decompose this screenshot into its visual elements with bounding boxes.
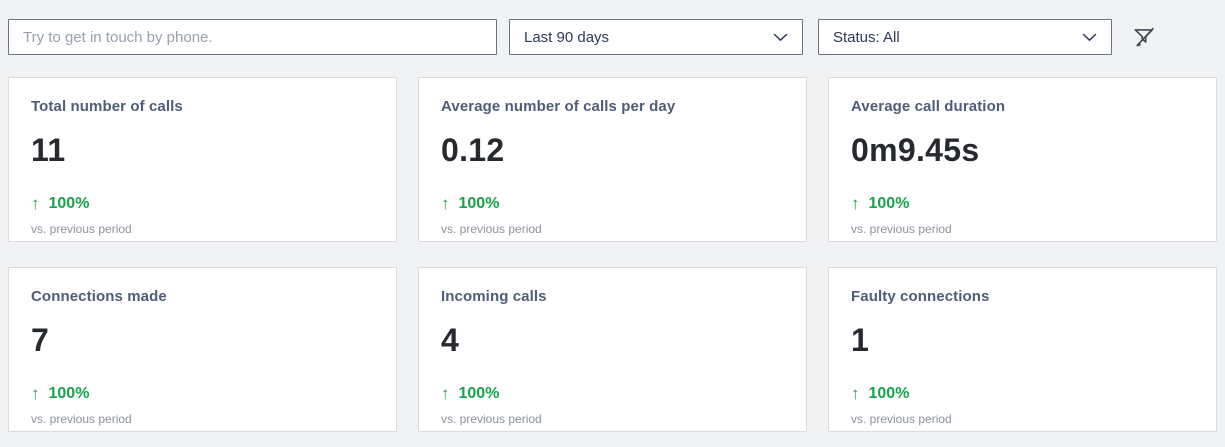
stat-card-value: 1 [851,322,870,358]
stat-card-trend: ↑ 100% [31,384,374,404]
stat-card-trend: ↑ 100% [851,384,1194,404]
trend-up-arrow-icon: ↑ [851,194,860,213]
stat-card-title: Faulty connections [851,288,990,305]
stat-card-change: 100% [458,195,500,212]
stat-card-change: 100% [458,385,500,402]
stat-card-note: vs. previous period [31,412,132,426]
search-input[interactable] [8,19,497,55]
stat-card-trend: ↑ 100% [851,194,1194,214]
filter-off-icon [1131,24,1157,50]
stat-card-faulty-connections: Faulty connections 1 ↑ 100% vs. previous… [828,267,1217,432]
stat-card-note: vs. previous period [851,222,952,236]
status-dropdown[interactable]: Status: All [818,19,1112,55]
trend-up-arrow-icon: ↑ [31,194,40,213]
stat-card-trend: ↑ 100% [441,384,784,404]
stat-card-value: 0m9.45s [851,132,980,168]
clear-filters-button[interactable] [1129,22,1159,52]
stat-card-trend: ↑ 100% [31,194,374,214]
stat-card-title: Total number of calls [31,98,183,115]
stat-card-avg-calls-per-day: Average number of calls per day 0.12 ↑ 1… [418,77,807,242]
stat-card-note: vs. previous period [851,412,952,426]
stat-card-avg-call-duration: Average call duration 0m9.45s ↑ 100% vs.… [828,77,1217,242]
stat-card-note: vs. previous period [441,412,542,426]
chevron-down-icon [773,33,788,42]
stat-card-incoming-calls: Incoming calls 4 ↑ 100% vs. previous per… [418,267,807,432]
stat-card-note: vs. previous period [31,222,132,236]
stat-card-change: 100% [48,195,90,212]
status-selected-value: Status: All [833,28,900,46]
stat-card-title: Connections made [31,288,167,305]
chevron-down-icon [1082,33,1097,42]
stat-card-note: vs. previous period [441,222,542,236]
stat-card-change: 100% [868,195,910,212]
stat-card-title: Average call duration [851,98,1006,115]
trend-up-arrow-icon: ↑ [441,384,450,403]
stat-card-total-calls: Total number of calls 11 ↑ 100% vs. prev… [8,77,397,242]
stat-card-change: 100% [48,385,90,402]
filters-toolbar: Last 90 days Status: All [0,0,1225,55]
trend-up-arrow-icon: ↑ [31,384,40,403]
stats-card-grid: Total number of calls 11 ↑ 100% vs. prev… [0,55,1225,432]
stat-card-title: Incoming calls [441,288,547,305]
date-range-selected-value: Last 90 days [524,28,610,46]
date-range-dropdown[interactable]: Last 90 days [509,19,803,55]
stat-card-value: 11 [31,132,66,168]
stat-card-trend: ↑ 100% [441,194,784,214]
stat-card-title: Average number of calls per day [441,98,676,115]
stat-card-value: 4 [441,322,460,358]
stat-card-change: 100% [868,385,910,402]
stat-card-value: 7 [31,322,50,358]
stat-card-value: 0.12 [441,132,505,168]
stat-card-connections-made: Connections made 7 ↑ 100% vs. previous p… [8,267,397,432]
trend-up-arrow-icon: ↑ [441,194,450,213]
trend-up-arrow-icon: ↑ [851,384,860,403]
